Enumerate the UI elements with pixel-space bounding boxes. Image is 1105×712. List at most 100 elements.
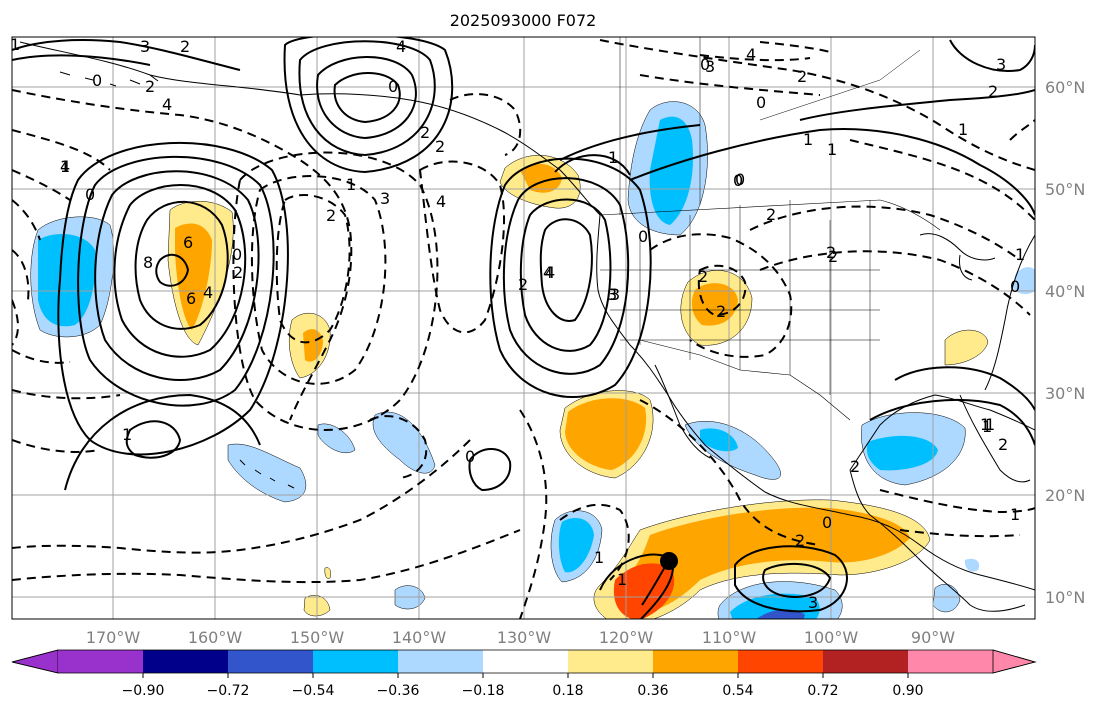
contour-label: 2 [145,77,155,96]
colorbar-swatch [143,650,228,673]
contour-label: 0 [232,245,242,264]
negative-anomaly-region [227,443,307,503]
colorbar-tick-label: 0.72 [807,683,838,699]
contour-positive [134,200,229,330]
state-borders [600,200,880,420]
contour-positive [762,562,832,598]
contour-positive [502,177,630,375]
contour-label: 1 [10,35,20,54]
colorbar-swatch [908,650,993,673]
lat-label: 40°N [1045,282,1085,301]
contour-label: 2 [988,82,998,101]
contour-negative [749,205,1021,261]
negative-anomaly-region [964,558,980,572]
contour-label: 2 [998,435,1008,454]
colorbar-swatch [483,650,568,673]
contour-negative [12,389,121,453]
colorbar-tick-label: −0.18 [462,683,505,699]
positive-anomaly-region [303,329,323,362]
contour-label: 2 [326,206,336,225]
colorbar-swatch [228,650,313,673]
contour-label: 2 [795,531,805,550]
colorbar-outline [11,649,1037,674]
lon-label: 170°W [86,628,141,647]
contour-positive [113,184,247,358]
contour-label: 3 [380,189,390,208]
contour-label: 4 [436,192,446,211]
colorbar-swatch [738,650,823,673]
gulf-coast-west [849,469,871,516]
lon-label: 90°W [911,628,955,647]
lat-label: 30°N [1045,384,1085,403]
contour-negative [759,250,1031,316]
contour-negative [519,409,548,619]
contour-label: 1 [594,548,604,567]
latitude-labels: 60°N 50°N 40°N 30°N 20°N 10°N [1045,78,1085,607]
contour-label: 0 [92,71,102,90]
contour-label: 2 [435,137,445,156]
contour-negative [1009,119,1035,141]
positive-anomaly-region [944,329,989,366]
contour-label: 2 [233,263,243,282]
colorbar-swatch [568,650,653,673]
contour-label: 1 [122,425,132,444]
contour-negative [12,89,353,421]
contour-label: 0 [388,77,398,96]
contour-lines [12,37,1035,619]
contour-negative [879,489,1035,514]
positive-anomaly-region [616,507,910,615]
lon-label: 140°W [392,628,447,647]
colorbar-extend-high [992,649,1037,674]
colorbar: −0.90 −0.72 −0.54 −0.36 −0.18 0.18 0.36 … [11,649,1037,699]
contour-label: 6 [186,289,196,308]
contour-positive [12,54,151,66]
north-america-west-coast [596,214,1035,591]
contour-negative [899,529,1021,538]
colorbar-tick-label: 0.18 [552,683,583,699]
contour-label: 0 [756,93,766,112]
contour-label: 2 [716,302,726,321]
contour-label: 2 [826,243,836,262]
contour-label: 0 [735,170,745,189]
contour-negative-group [12,39,1035,619]
contour-label: 0 [638,227,648,246]
contour-label: 1 [608,148,618,167]
contour-negative [559,503,630,581]
contour-negative [699,41,831,62]
negative-anomaly-region [38,234,96,327]
negative-anomaly-region [1013,267,1035,295]
contour-label: 4 [162,95,172,114]
lon-label: 110°W [702,628,757,647]
central-america-coast [869,514,1026,612]
contour-label: 4 [545,263,555,282]
contour-positive [155,253,190,287]
contour-label: 3 [610,285,620,304]
contour-label: 2 [828,247,838,266]
contour-label: 3 [808,593,818,612]
contour-positive [64,393,261,491]
contour-label: 0 [733,171,743,190]
contour-label: 0 [85,185,95,204]
contour-label: 3 [705,57,715,76]
contour-negative [697,264,747,317]
positive-anomaly-region [520,163,562,193]
contour-label: 0 [822,513,832,532]
contour-label: 8 [143,253,153,272]
contour-negative [639,74,821,96]
lat-label: 50°N [1045,180,1085,199]
contour-label: 4 [60,157,70,176]
contour-label: 1 [827,140,837,159]
contour-negative [649,233,793,358]
contour-label: 2 [850,457,860,476]
negative-anomaly-region [932,584,961,613]
colorbar-ticks [142,673,909,678]
florida-peninsula [959,394,1031,483]
contour-negative [418,160,505,334]
contour-negative [12,439,471,554]
contour-negative [232,151,439,431]
contour-positive [468,448,512,492]
contour-label: 1 [958,120,968,139]
contour-positive [77,155,275,407]
contour-label: 1 [982,417,992,436]
longitude-labels: 170°W 160°W 150°W 140°W 130°W 120°W 110°… [86,628,955,647]
